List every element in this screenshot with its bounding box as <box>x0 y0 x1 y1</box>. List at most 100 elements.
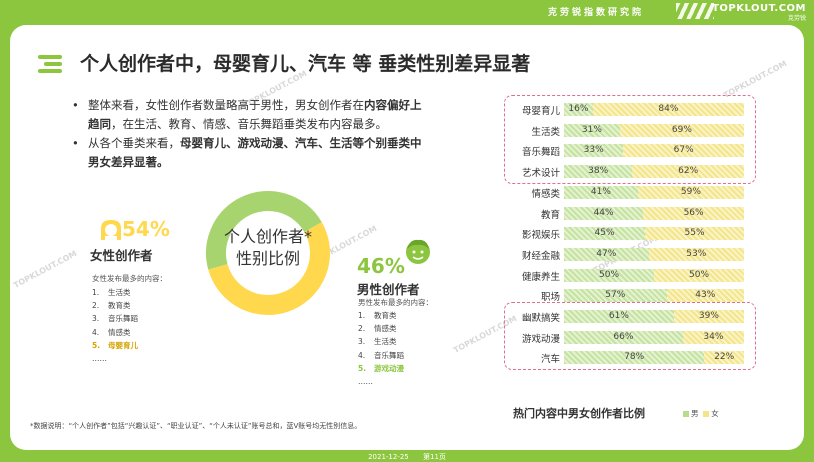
category-label: 母婴育儿 <box>521 106 560 117</box>
bar-male-segment <box>564 227 645 241</box>
male-subtitle: 男性发布最多的内容： <box>358 298 433 307</box>
summary-bullets: 整体来看，女性创作者数量略高于男性，男女创作者在内容偏好上趋同，在生活、教育、情… <box>72 96 432 172</box>
gender-ratio-bar-chart: 母婴育儿 16% 84% 生活类 31% 69% 音乐舞蹈 33% 67% 艺术设计 38% 62% 情… <box>498 95 756 390</box>
bar-row: 情感类 41% 59% <box>498 183 754 203</box>
bar-female-segment <box>682 330 744 344</box>
bar-male-segment <box>564 103 593 116</box>
category-label: 影视娱乐 <box>521 230 560 242</box>
category-label: 艺术设计 <box>521 168 560 180</box>
bar-row: 职场 57% 43% <box>498 286 754 306</box>
bar-female-segment <box>637 185 744 199</box>
bar-female-segment <box>704 351 744 365</box>
male-top-list: 1. 教育类 2. 情感类 3. 生活类 4. 音乐舞蹈 5. 游戏动漫 …… <box>358 309 404 388</box>
donut-center-label: 个人创作者* 性别比例 <box>223 227 312 268</box>
category-label: 游戏动漫 <box>521 333 560 345</box>
watermark: TOPKLOUT.COM <box>722 59 789 100</box>
list-item: 5. 母婴育儿 <box>92 340 138 350</box>
page-footer: 2021-12-25 第11页 <box>0 452 814 462</box>
legend-swatch-male <box>683 411 689 417</box>
top-bar: 克劳锐指数研究院 TOPKLOUT.COM 克劳锐 <box>0 0 814 22</box>
female-percentage: 54% <box>122 217 170 241</box>
female-value-label: 56% <box>683 207 704 218</box>
female-title: 女性创作者 <box>90 248 153 263</box>
logo-subtext: 克劳锐 <box>787 15 806 22</box>
male-percentage: 46% <box>357 254 405 278</box>
category-label: 幽默搞笑 <box>521 313 560 324</box>
female-value-label: 55% <box>684 228 705 239</box>
female-subtitle: 女性发布最多的内容： <box>92 274 167 283</box>
bar-female-segment <box>632 165 744 179</box>
legend-label-male: 男 <box>691 409 699 418</box>
male-value-label: 57% <box>605 290 626 301</box>
highlight-group-box <box>504 302 756 371</box>
topklout-logo: TOPKLOUT.COM 克劳锐 <box>712 3 806 22</box>
bar-male-segment <box>564 185 638 199</box>
female-value-label: 34% <box>703 331 724 342</box>
category-label: 财经金融 <box>521 250 560 262</box>
bar-male-segment <box>564 351 705 365</box>
category-label: 健康养生 <box>521 271 560 283</box>
bar-row: 教育 44% 56% <box>498 204 754 224</box>
bar-female-segment <box>619 123 744 137</box>
list-item: 5. 游戏动漫 <box>358 363 404 373</box>
male-title: 男性创作者 <box>357 282 420 297</box>
list-item: 3. 生活类 <box>358 337 397 347</box>
male-avatar-icon <box>406 239 430 264</box>
female-value-label: 69% <box>671 124 692 135</box>
list-item: 2. 情感类 <box>358 324 397 334</box>
category-label: 职场 <box>540 292 560 304</box>
brand-name-cn: 克劳锐指数研究院 <box>547 8 644 18</box>
male-value-label: 16% <box>568 104 589 114</box>
female-value-label: 53% <box>686 248 707 259</box>
bar-female-segment <box>592 103 744 116</box>
female-value-label: 62% <box>678 166 699 177</box>
list-item: 4. 情感类 <box>92 327 131 337</box>
chart-title: 热门内容中男女创作者比例 <box>513 407 645 420</box>
male-value-label: 61% <box>608 311 629 321</box>
bar-male-segment <box>564 289 667 303</box>
female-value-label: 39% <box>698 311 719 321</box>
legend-label-female: 女 <box>711 409 719 418</box>
list-more: …… <box>92 354 107 364</box>
female-avatar-icon <box>101 220 121 240</box>
list-more: …… <box>358 377 373 387</box>
bar-row: 母婴育儿 16% 84% <box>498 100 754 120</box>
footer-date: 2021-12-25 <box>368 453 409 461</box>
category-label: 音乐舞蹈 <box>521 147 560 159</box>
list-item: 3. 音乐舞蹈 <box>92 314 138 324</box>
male-value-label: 45% <box>594 228 615 239</box>
male-value-label: 41% <box>590 186 611 197</box>
female-value-label: 67% <box>673 145 694 156</box>
list-item: 1. 生活类 <box>92 288 131 297</box>
bar-row: 影视娱乐 45% 55% <box>498 224 754 244</box>
bullet-item: 从各个垂类来看，母婴育儿、游戏动漫、汽车、生活等个别垂类中男女差异显著。 <box>72 134 432 172</box>
male-value-label: 31% <box>581 124 602 135</box>
bar-male-segment <box>564 206 644 220</box>
list-item: 4. 音乐舞蹈 <box>358 350 404 360</box>
male-value-label: 78% <box>624 352 645 363</box>
male-value-label: 50% <box>598 269 620 280</box>
bar-row: 财经金融 47% 53% <box>498 245 754 265</box>
bar-row: 音乐舞蹈 33% 67% <box>498 141 754 161</box>
bar-male-segment <box>564 268 654 282</box>
male-value-label: 47% <box>596 248 617 259</box>
bar-male-segment <box>564 123 620 137</box>
bar-row: 艺术设计 38% 62% <box>498 162 754 182</box>
bar-male-segment <box>564 165 633 179</box>
list-item: 2. 教育类 <box>92 301 131 311</box>
bar-female-segment <box>643 206 744 220</box>
bar-row: 幽默搞笑 61% 39% <box>498 307 754 327</box>
bar-row: 生活类 31% 69% <box>498 121 754 141</box>
category-label: 情感类 <box>531 188 560 200</box>
bar-male-segment <box>564 144 624 158</box>
bar-male-segment <box>564 247 649 261</box>
footer-page: 第11页 <box>423 453 446 461</box>
chart-legend: 男 女 <box>683 408 719 419</box>
male-value-label: 33% <box>583 145 604 156</box>
highlight-group-box <box>504 95 756 184</box>
bar-female-segment <box>673 310 744 323</box>
gender-donut-chart: 个人创作者* 性别比例 <box>203 188 333 318</box>
bar-row: 游戏动漫 66% 34% <box>498 328 754 348</box>
female-value-label: 59% <box>680 186 701 197</box>
page-title: 个人创作者中，母婴育儿、汽车 等 垂类性别差异显著 <box>80 53 531 75</box>
